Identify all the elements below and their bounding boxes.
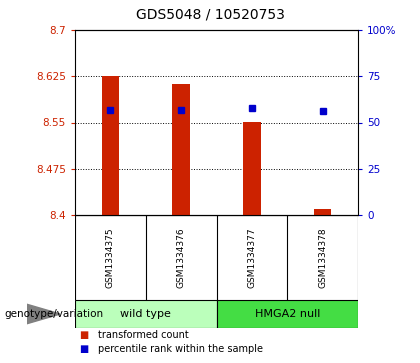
Text: percentile rank within the sample: percentile rank within the sample — [98, 344, 263, 354]
Polygon shape — [27, 304, 60, 324]
Text: transformed count: transformed count — [98, 330, 189, 340]
Text: genotype/variation: genotype/variation — [4, 309, 103, 319]
Text: GSM1334377: GSM1334377 — [247, 227, 256, 288]
Text: HMGA2 null: HMGA2 null — [255, 309, 320, 319]
Bar — [75, 300, 216, 328]
Bar — [314, 209, 331, 215]
Text: GSM1334378: GSM1334378 — [318, 227, 327, 288]
Bar — [216, 300, 358, 328]
Text: GDS5048 / 10520753: GDS5048 / 10520753 — [136, 8, 284, 22]
Text: GSM1334375: GSM1334375 — [106, 227, 115, 288]
Text: wild type: wild type — [120, 309, 171, 319]
Text: ■: ■ — [79, 330, 89, 340]
Text: ■: ■ — [79, 344, 89, 354]
Bar — [172, 83, 190, 215]
Bar — [243, 122, 261, 215]
Text: GSM1334376: GSM1334376 — [177, 227, 186, 288]
Bar — [102, 76, 119, 215]
